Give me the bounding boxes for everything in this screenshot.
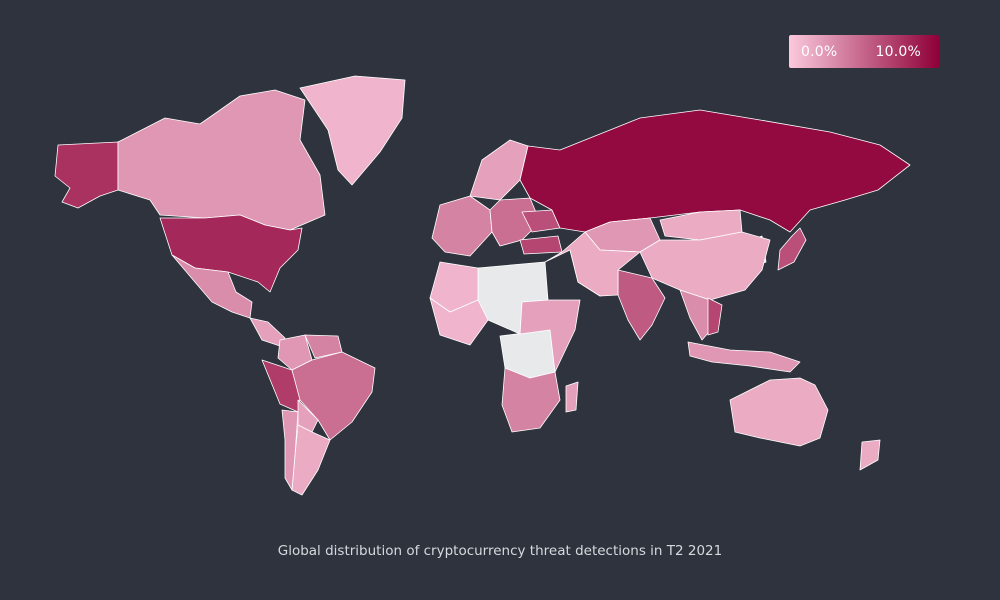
region-canada — [117, 89, 326, 231]
region-argentina — [291, 424, 331, 496]
region-middle-east — [544, 231, 641, 297]
map-caption: Global distribution of cryptocurrency th… — [277, 543, 723, 559]
region-madagascar — [565, 381, 579, 413]
region-russia — [519, 109, 911, 233]
legend-max-label: 10.0% — [875, 43, 921, 60]
region-vietnam — [707, 297, 723, 336]
region-eastern-europe — [489, 197, 541, 247]
region-west-africa — [429, 297, 489, 346]
region-scandinavia — [469, 139, 529, 201]
region-central-east-africa — [519, 299, 581, 373]
region-japan — [777, 227, 807, 271]
region-mexico — [171, 254, 253, 319]
region-brazil — [291, 351, 376, 441]
region-new-zealand — [859, 439, 881, 471]
region-india — [617, 269, 666, 341]
region-china — [639, 231, 771, 301]
region-western-europe — [431, 195, 493, 257]
color-scale-legend: 0.0% 10.0% — [789, 35, 939, 68]
region-greenland — [299, 75, 406, 186]
region-indonesia — [687, 341, 801, 373]
region-chile — [281, 409, 299, 491]
region-alaska — [54, 141, 119, 209]
land-layer — [54, 75, 911, 496]
region-turkey — [519, 235, 563, 255]
legend-min-label: 0.0% — [801, 43, 838, 60]
region-southern-africa — [501, 367, 561, 433]
region-australia — [729, 377, 829, 447]
